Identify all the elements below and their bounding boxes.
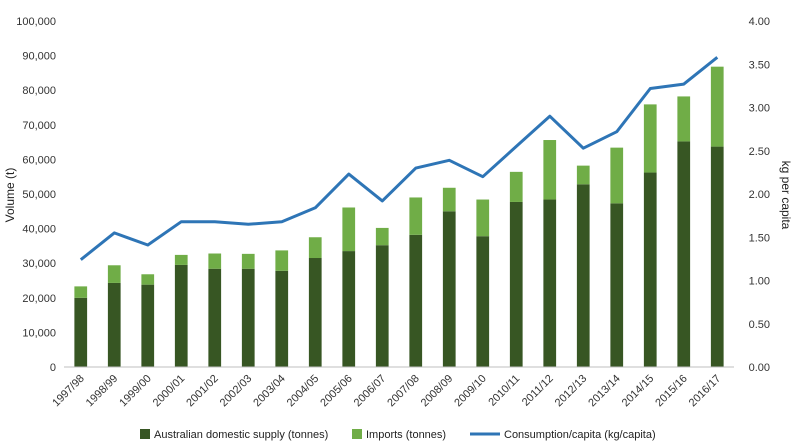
consumption-line-layer: [79, 56, 719, 261]
x-tick-label: 2012/13: [553, 373, 590, 410]
bar-domestic-supply: [576, 184, 590, 367]
y2-tick-label: 3.00: [749, 103, 770, 115]
x-tick-label: 2008/09: [419, 373, 456, 410]
bar-domestic-supply: [241, 268, 255, 367]
bar-domestic-supply: [677, 141, 691, 367]
left-axis-ticks: 0 10,000 20,000 30,000 40,000 50,000 60,000 70,…: [16, 16, 56, 374]
bar-domestic-supply: [710, 146, 724, 367]
consumption-line: [79, 56, 719, 261]
x-tick-label: 2014/15: [620, 373, 657, 410]
y2-tick-label: 1.00: [749, 276, 770, 288]
right-axis-ticks: 0.00 0.50 1.00 1.50 2.00 2.50 3.00 3.50 4.00: [749, 16, 770, 374]
bar-imports: [509, 171, 523, 202]
bar-imports: [409, 197, 423, 235]
bar-imports: [476, 199, 490, 237]
bar-imports: [107, 265, 121, 283]
y2-tick-label: 1.50: [749, 232, 770, 244]
bar-domestic-supply: [342, 251, 356, 367]
y2-tick-label: 0.50: [749, 319, 770, 331]
bar-domestic-supply: [375, 245, 389, 367]
y2-tick-label: 2.00: [749, 189, 770, 201]
y-tick-label: 100,000: [16, 16, 56, 28]
x-tick-label: 2011/12: [520, 373, 556, 409]
legend-swatch-imports: [352, 429, 362, 439]
x-tick-label: 2006/07: [352, 373, 389, 410]
bar-imports: [141, 274, 155, 285]
bar-domestic-supply: [610, 203, 624, 367]
bar-imports: [174, 254, 188, 265]
bar-domestic-supply: [409, 234, 423, 367]
x-tick-label: 2016/17: [687, 373, 724, 410]
bar-domestic-supply: [308, 258, 322, 367]
bar-imports: [710, 66, 724, 147]
legend-label-imports: Imports (tonnes): [366, 429, 446, 441]
bar-domestic-supply: [643, 172, 657, 367]
x-tick-label: 2003/04: [251, 373, 288, 410]
bar-imports: [342, 207, 356, 252]
bar-domestic-supply: [543, 199, 557, 367]
bar-imports: [576, 165, 590, 185]
y2-tick-label: 2.50: [749, 146, 770, 158]
y-axis-title: Volume (t): [3, 168, 17, 223]
y-tick-label: 80,000: [22, 85, 56, 97]
bar-imports: [275, 250, 289, 271]
x-tick-label: 2002/03: [218, 373, 255, 410]
x-tick-label: 2001/02: [184, 373, 221, 410]
legend-label-consumption: Consumption/capita (kg/capita): [504, 429, 656, 441]
legend-label-domestic: Australian domestic supply (tonnes): [154, 429, 328, 441]
bar-imports: [241, 253, 255, 269]
y-tick-label: 40,000: [22, 224, 56, 236]
y-tick-label: 10,000: [22, 327, 56, 339]
bar-domestic-supply: [107, 282, 121, 367]
legend: Australian domestic supply (tonnes) Impo…: [140, 429, 656, 441]
bar-imports: [375, 227, 389, 246]
x-axis-ticks: 1997/981998/991999/002000/012001/022002/…: [50, 373, 723, 410]
x-tick-label: 2004/05: [285, 373, 322, 410]
bar-domestic-supply: [208, 268, 222, 367]
bar-imports: [610, 147, 624, 204]
x-tick-label: 1998/99: [84, 373, 121, 410]
x-tick-label: 2013/14: [586, 373, 623, 410]
bar-imports: [74, 286, 88, 298]
bar-domestic-supply: [275, 270, 289, 367]
y-tick-label: 50,000: [22, 189, 56, 201]
y-tick-label: 0: [50, 362, 56, 374]
bar-imports: [677, 96, 691, 142]
y-tick-label: 70,000: [22, 120, 56, 132]
y-tick-label: 30,000: [22, 258, 56, 270]
bar-domestic-supply: [476, 236, 490, 367]
legend-swatch-domestic: [140, 429, 150, 439]
x-tick-label: 2015/16: [653, 373, 690, 410]
bar-imports: [442, 187, 456, 212]
bar-imports: [643, 104, 657, 173]
bar-domestic-supply: [174, 264, 188, 367]
x-tick-label: 1999/00: [117, 373, 154, 410]
x-tick-label: 2000/01: [151, 373, 188, 410]
y2-tick-label: 3.50: [749, 59, 770, 71]
bars: [74, 66, 724, 367]
bar-domestic-supply: [442, 211, 456, 367]
x-tick-label: 1997/98: [50, 373, 87, 410]
bar-domestic-supply: [74, 297, 88, 367]
x-tick-label: 2007/08: [385, 373, 422, 410]
x-tick-label: 2009/10: [452, 373, 489, 410]
bar-domestic-supply: [141, 284, 155, 367]
bar-imports: [308, 237, 322, 259]
y-tick-label: 20,000: [22, 293, 56, 305]
x-tick-label: 2005/06: [318, 373, 355, 410]
y2-axis-title: kg per capita: [779, 161, 792, 230]
bar-imports: [208, 253, 222, 269]
bar-domestic-supply: [509, 201, 523, 367]
y-tick-label: 90,000: [22, 51, 56, 63]
y2-tick-label: 0.00: [749, 362, 770, 374]
x-tick-label: 2010/11: [486, 373, 522, 409]
bar-imports: [543, 140, 557, 200]
y-tick-label: 60,000: [22, 154, 56, 166]
y2-tick-label: 4.00: [749, 16, 770, 28]
